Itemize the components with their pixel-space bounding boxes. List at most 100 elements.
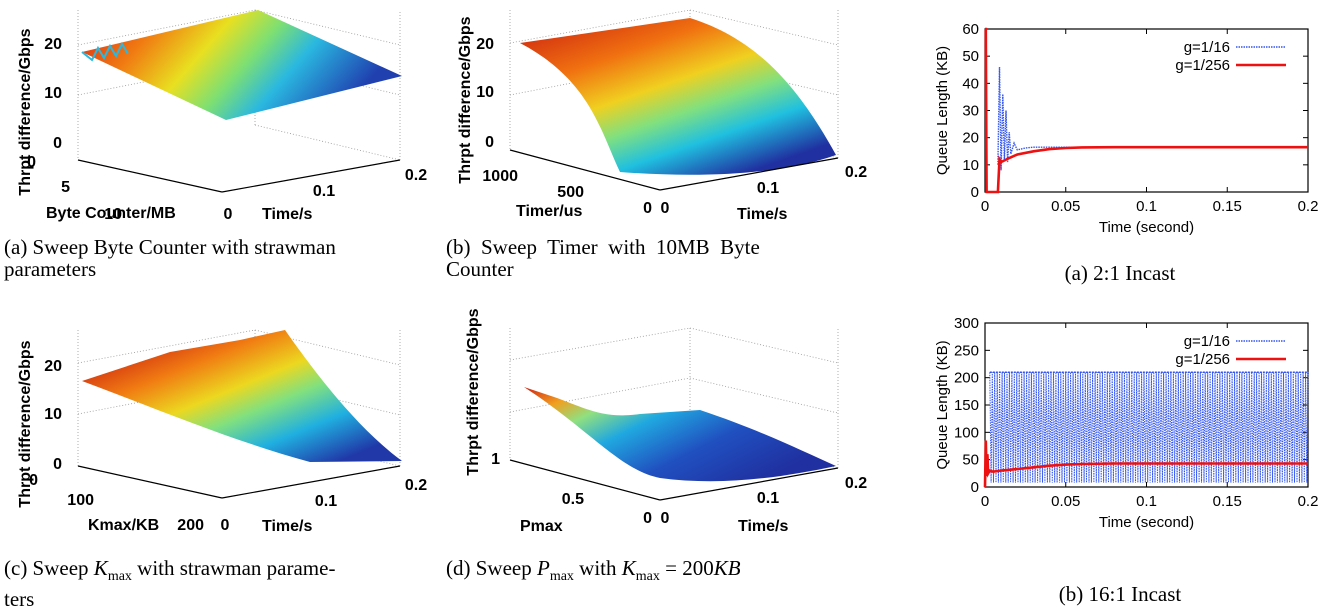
caption-d-var2: K (621, 556, 636, 580)
xtick-label: 0.1 (1136, 198, 1157, 215)
caption-right-b: (b) 16:1 Incast (1058, 582, 1182, 606)
zlabel-a: Thrpt difference/Gbps (17, 28, 34, 195)
xlabel-b: Time/s (737, 206, 788, 223)
ytick-label: 300 (954, 315, 979, 332)
xtick-label: 0.2 (1298, 493, 1319, 510)
ytick-label: 50 (962, 48, 979, 65)
caption-c-sub: max (107, 569, 132, 585)
xtick-b-0.1: 0.1 (757, 180, 779, 197)
ztick-d-1: 1 (491, 451, 500, 468)
xtick-label: 0.05 (1051, 493, 1080, 510)
ytick-c-0: 0 (29, 472, 38, 489)
caption-right-a: (a) 2:1 Incast (1064, 261, 1176, 285)
ytick-label: 250 (954, 342, 979, 359)
xtick-a-0.2: 0.2 (405, 167, 427, 184)
surface-panel-a: 20 10 0 0 5 10 0 0.1 0.2 Thrpt differenc… (17, 9, 427, 223)
xtick-c-0.1: 0.1 (315, 493, 337, 510)
xtick-label: 0.15 (1213, 493, 1242, 510)
series-g16 (997, 66, 1308, 171)
xtick-label: 0 (981, 493, 989, 510)
caption-b: (b) Sweep Timer with 10MB Byte Counter (446, 236, 886, 280)
xtick-d-0.1: 0.1 (757, 490, 779, 507)
surface-c (82, 330, 402, 462)
legend-label: g=1/256 (1175, 57, 1230, 74)
ytick-b-0: 0 (643, 200, 652, 217)
ytick-label: 0 (971, 184, 979, 201)
ztick-b-10: 10 (476, 84, 494, 101)
ytick-label: 150 (954, 397, 979, 414)
queue-chart-16to1: 0 50 100 150 200 250 300 0 0.05 0.1 0.15 0.2 Time (s… (934, 315, 1318, 531)
series-g256 (983, 440, 1308, 488)
caption-d-unit: KB (713, 556, 741, 580)
ytick-c-100: 100 (67, 492, 94, 509)
xtick-d-0.2: 0.2 (845, 475, 867, 492)
ytick-label: 200 (954, 370, 979, 387)
ztick-a-20: 20 (44, 36, 62, 53)
caption-a-line2: parameters (4, 257, 97, 281)
caption-d: (d) Sweep Pmax with Kmax = 200KB (446, 557, 886, 588)
xtick-c-0.2: 0.2 (405, 477, 427, 494)
ztick-c-0: 0 (53, 456, 62, 473)
xtick-label: 0 (981, 198, 989, 215)
xtick-d-0: 0 (661, 510, 670, 527)
xlabel-a: Time/s (262, 206, 313, 223)
y-axis-label: Queue Length (KB) (934, 340, 951, 469)
xlabel-d: Time/s (738, 518, 789, 535)
caption-d-var: P (536, 556, 550, 580)
series-g256 (984, 27, 1308, 194)
surface-panel-d: 1 0.5 0 0 0.1 0.2 Thrpt difference/Gbps … (465, 308, 867, 535)
ztick-a-0: 0 (53, 135, 62, 152)
caption-b-line2: Counter (446, 257, 514, 281)
caption-d-prefix: (d) Sweep (446, 556, 537, 580)
ytick-d-0: 0 (643, 510, 652, 527)
ztick-b-0: 0 (485, 134, 494, 151)
surface-a (82, 10, 402, 120)
caption-d-sub2: max (635, 569, 660, 585)
ylabel-c: Kmax/KB (88, 517, 159, 534)
legend-label: g=1/16 (1184, 333, 1230, 350)
zlabel-b: Thrpt difference/Gbps (457, 16, 474, 183)
ytick-c-200: 200 (177, 517, 204, 534)
y-axis-label: Queue Length (KB) (934, 46, 951, 175)
ztick-c-10: 10 (44, 406, 62, 423)
zlabel-c: Thrpt difference/Gbps (17, 340, 34, 507)
xlabel-c: Time/s (262, 518, 313, 535)
ztick-a-10: 10 (44, 85, 62, 102)
ytick-label: 30 (962, 103, 979, 120)
caption-c-suffix: with strawman parame- (131, 556, 336, 580)
caption-d-suffix: = 200 (659, 556, 714, 580)
legend-label: g=1/256 (1175, 351, 1230, 368)
caption-a-line1: (a) Sweep Byte Counter with strawman (4, 235, 336, 259)
ylabel-a: Byte Counter/MB (46, 205, 176, 222)
caption-c: (c) Sweep Kmax with strawman parame- ter… (4, 557, 444, 610)
xtick-c-0: 0 (221, 517, 230, 534)
ytick-label: 10 (962, 157, 979, 174)
ztick-c-20: 20 (44, 358, 62, 375)
ytick-label: 20 (962, 130, 979, 147)
caption-b-line1: (b) Sweep Timer with 10MB Byte (446, 235, 760, 259)
xtick-label: 0.05 (1051, 198, 1080, 215)
zlabel-d: Thrpt difference/Gbps (465, 308, 482, 475)
ylabel-b: Timer/us (516, 203, 583, 220)
caption-d-sub: max (549, 569, 574, 585)
xtick-b-0: 0 (661, 200, 670, 217)
xtick-label: 0.1 (1136, 493, 1157, 510)
surface-d (524, 387, 836, 482)
surface-panel-b: 20 10 0 1000 500 0 0 0.1 0.2 Thrpt diffe… (457, 9, 867, 223)
ytick-a-0: 0 (27, 154, 36, 171)
ytick-label: 0 (971, 479, 979, 496)
caption-d-mid: with (573, 556, 622, 580)
caption-a: (a) Sweep Byte Counter with strawman par… (4, 236, 444, 280)
caption-c-var: K (93, 556, 108, 580)
ytick-a-5: 5 (61, 179, 70, 196)
plot-frame (984, 28, 1309, 193)
surface-panel-c: 20 10 0 0 100 200 0 0.1 0.2 Thrpt differ… (17, 329, 427, 535)
ytick-label: 50 (962, 452, 979, 469)
ytick-label: 60 (962, 21, 979, 38)
ztick-b-20: 20 (476, 36, 494, 53)
x-axis-label: Time (second) (1099, 219, 1194, 236)
xtick-label: 0.2 (1298, 198, 1319, 215)
caption-c-line2: ters (4, 587, 35, 612)
ytick-a-10: 10 (104, 206, 122, 223)
